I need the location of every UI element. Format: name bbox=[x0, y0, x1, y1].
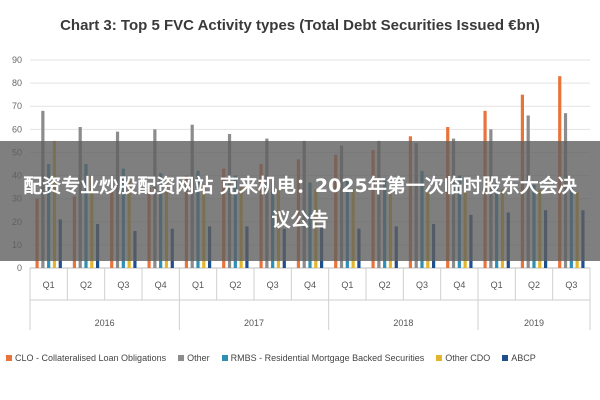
legend-label: CLO - Collateralised Loan Obligations bbox=[15, 353, 167, 363]
legend-swatch bbox=[436, 355, 443, 361]
x-tick-label: Q4 bbox=[453, 280, 465, 290]
x-tick-label: Q2 bbox=[379, 280, 391, 290]
chart-legend: CLO - Collateralised Loan Obligations Oth… bbox=[6, 349, 600, 367]
x-tick-label: Q4 bbox=[155, 280, 167, 290]
x-tick-label: Q3 bbox=[117, 280, 129, 290]
legend-item: ABCP bbox=[502, 353, 536, 363]
x-tick-label: Q3 bbox=[565, 280, 577, 290]
legend-label: RMBS - Residential Mortgage Backed Secur… bbox=[230, 353, 425, 363]
legend-item: RMBS - Residential Mortgage Backed Secur… bbox=[221, 353, 425, 363]
legend-item: CLO - Collateralised Loan Obligations bbox=[6, 353, 166, 363]
legend-swatch bbox=[502, 355, 509, 361]
x-tick-label: Q3 bbox=[416, 280, 428, 290]
overlay-banner-text: 配资专业炒股配资网站 克来机电：2025年第一次临时股东大会决议公告 bbox=[23, 175, 577, 231]
legend-item: Other bbox=[178, 353, 210, 363]
y-tick-label: 0 bbox=[17, 263, 22, 273]
legend-label: Other CDO bbox=[445, 353, 491, 363]
legend-label: ABCP bbox=[511, 353, 536, 363]
chart-title: Chart 3: Top 5 FVC Activity types (Total… bbox=[60, 17, 540, 34]
x-tick-label: Q3 bbox=[267, 280, 279, 290]
x-tick-label: Q1 bbox=[43, 280, 55, 290]
legend-swatch bbox=[178, 355, 185, 361]
x-tick-label: Q2 bbox=[229, 280, 241, 290]
x-tick-label: Q4 bbox=[304, 280, 316, 290]
y-tick-label: 70 bbox=[12, 101, 22, 111]
group-label: 2016 bbox=[95, 318, 115, 328]
y-tick-label: 60 bbox=[12, 124, 22, 134]
group-label: 2019 bbox=[524, 318, 544, 328]
x-tick-label: Q1 bbox=[491, 280, 503, 290]
group-label: 2018 bbox=[393, 318, 413, 328]
x-tick-label: Q2 bbox=[80, 280, 92, 290]
x-tick-label: Q1 bbox=[341, 280, 353, 290]
legend-swatch bbox=[221, 355, 228, 361]
y-tick-label: 90 bbox=[12, 55, 22, 65]
x-tick-label: Q1 bbox=[192, 280, 204, 290]
overlay-banner[interactable]: 配资专业炒股配资网站 克来机电：2025年第一次临时股东大会决议公告 bbox=[0, 141, 600, 261]
legend-label: Other bbox=[187, 353, 210, 363]
x-tick-label: Q2 bbox=[528, 280, 540, 290]
y-tick-label: 80 bbox=[12, 78, 22, 88]
legend-swatch bbox=[6, 355, 12, 361]
legend-item: Other CDO bbox=[436, 353, 490, 363]
group-label: 2017 bbox=[244, 318, 264, 328]
